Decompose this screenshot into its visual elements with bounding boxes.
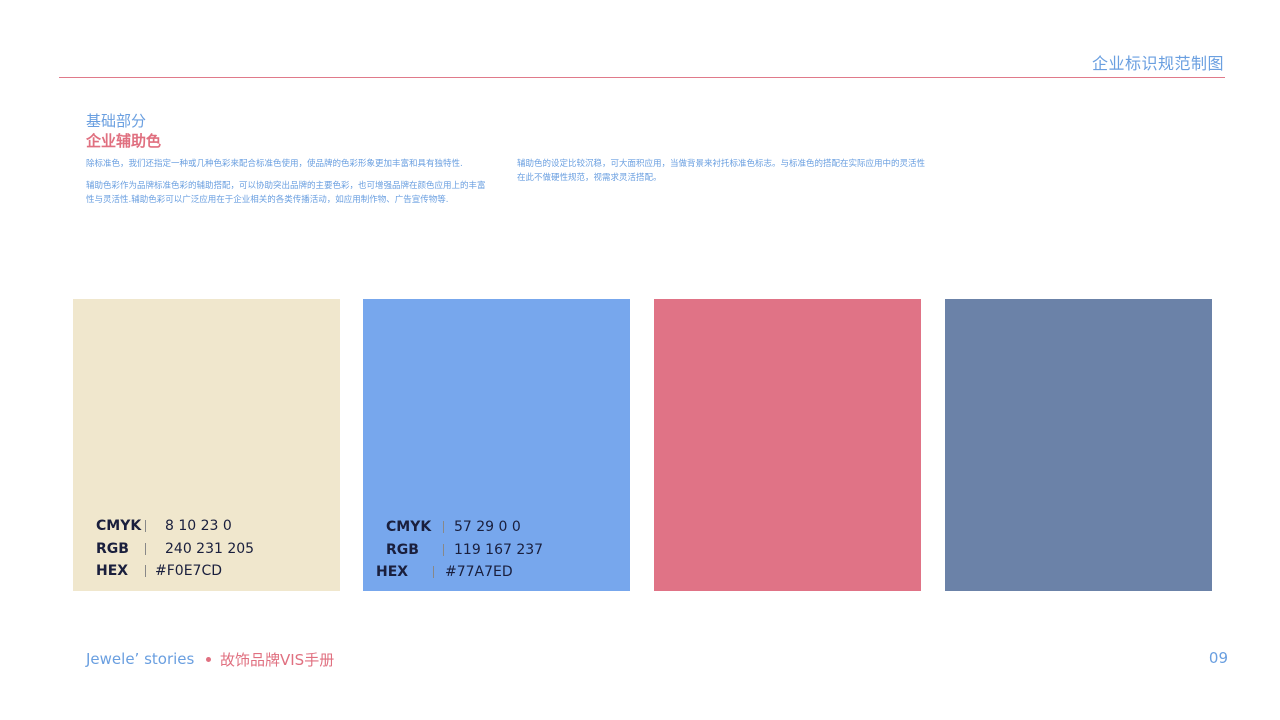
header-divider xyxy=(59,77,1225,78)
cmyk-row: CMYK 57 29 0 0 xyxy=(376,516,596,539)
cmyk-row: CMYK 8 10 23 0 xyxy=(96,515,316,538)
color-spec-blue: CMYK 57 29 0 0 RGB 119 167 237 HEX #77A7… xyxy=(376,516,596,584)
color-swatch-slate xyxy=(945,299,1212,591)
footer-brand: Jewele’ stories xyxy=(86,650,195,668)
hex-row: HEX #F0E7CD xyxy=(96,560,316,583)
footer-bullet-dot xyxy=(206,657,211,662)
hex-label: HEX xyxy=(96,563,129,579)
cmyk-value: 57 29 0 0 xyxy=(454,519,521,535)
section-label: 基础部分 xyxy=(86,112,147,130)
rgb-row: RGB 240 231 205 xyxy=(96,538,316,561)
footer-subtitle: 故饰品牌VIS手册 xyxy=(220,651,335,669)
hex-label: HEX xyxy=(376,564,409,580)
description-paragraph: 辅助色彩作为品牌标准色彩的辅助搭配，可以协助突出品牌的主要色彩，也可增强品牌在颜… xyxy=(86,181,486,205)
divider xyxy=(145,520,146,532)
divider xyxy=(433,566,434,578)
hex-row: HEX #77A7ED xyxy=(376,561,596,584)
rgb-row: RGB 119 167 237 xyxy=(376,539,596,562)
divider xyxy=(443,543,444,556)
cmyk-value: 8 10 23 0 xyxy=(165,518,232,534)
divider xyxy=(145,565,146,577)
hex-value: #77A7ED xyxy=(445,564,513,580)
description-right: 辅助色的设定比较沉稳，可大面积应用，当做背景来衬托标准色标志。与标准色的搭配在实… xyxy=(517,157,927,185)
rgb-label: RGB xyxy=(96,540,129,557)
color-spec-cream: CMYK 8 10 23 0 RGB 240 231 205 HEX #F0E7… xyxy=(96,515,316,583)
description-paragraph: 辅助色的设定比较沉稳，可大面积应用，当做背景来衬托标准色标志。与标准色的搭配在实… xyxy=(517,159,926,183)
color-swatch-cream xyxy=(73,299,340,591)
header-title: 企业标识规范制图 xyxy=(1091,54,1224,73)
section-title: 企业辅助色 xyxy=(86,132,162,150)
description-paragraph: 除标准色，我们还指定一种或几种色彩来配合标准色使用，使品牌的色彩形象更加丰富和具… xyxy=(86,159,463,169)
rgb-value: 240 231 205 xyxy=(165,540,255,557)
rgb-value: 119 167 237 xyxy=(454,541,544,558)
divider xyxy=(443,521,444,533)
hex-value: #F0E7CD xyxy=(155,563,222,579)
color-swatch-pink xyxy=(654,299,921,591)
cmyk-label: CMYK xyxy=(96,518,142,534)
color-swatch-blue xyxy=(363,299,630,591)
rgb-label: RGB xyxy=(386,541,419,558)
divider xyxy=(145,542,146,555)
description-left: 除标准色，我们还指定一种或几种色彩来配合标准色使用，使品牌的色彩形象更加丰富和具… xyxy=(86,157,486,207)
cmyk-label: CMYK xyxy=(386,519,432,535)
page-number: 09 xyxy=(1208,649,1228,667)
